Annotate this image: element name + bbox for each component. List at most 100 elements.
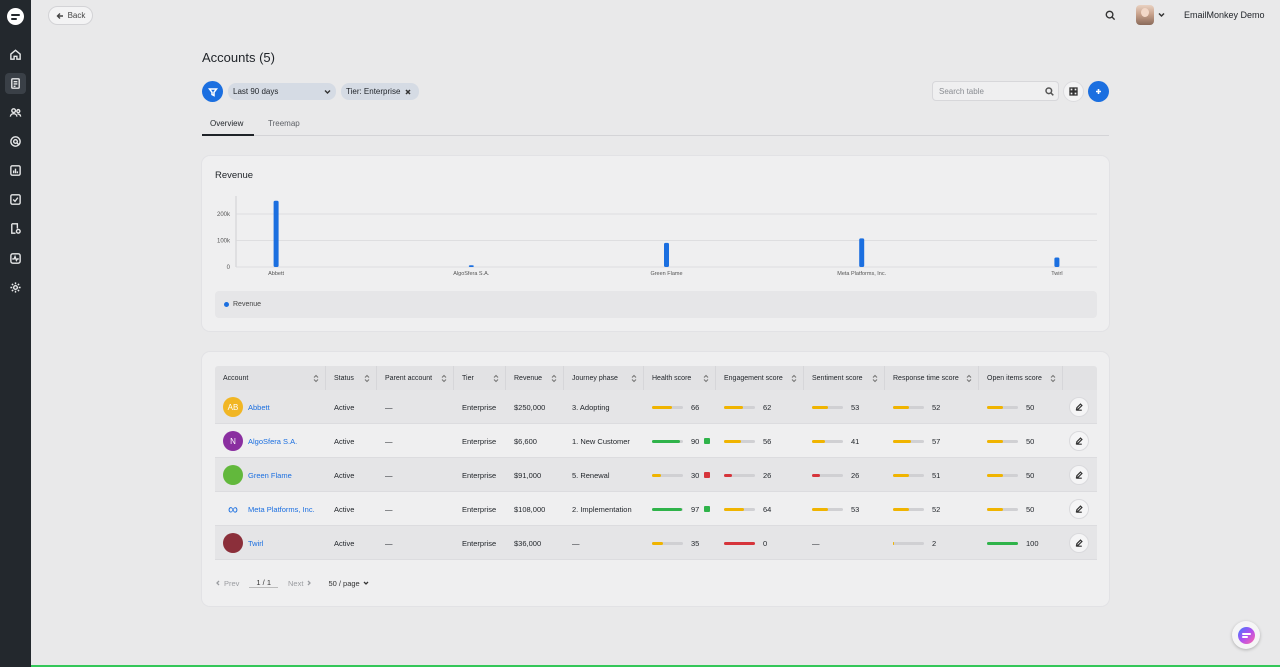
score-bar [987, 541, 1018, 545]
chevron-down-icon [324, 90, 331, 94]
x-tick-label: Abbett [268, 271, 284, 277]
edit-button[interactable] [1069, 533, 1089, 553]
tab-treemap[interactable]: Treemap [268, 119, 300, 128]
home-icon[interactable] [5, 44, 26, 65]
bar-green-flame[interactable] [664, 242, 669, 267]
accounts-icon[interactable] [5, 73, 26, 94]
score-bar [652, 473, 683, 477]
assistant-button[interactable] [1232, 621, 1260, 649]
tier-cell: Enterprise [462, 402, 497, 412]
check-icon[interactable] [5, 189, 26, 210]
column-header-status[interactable]: Status [326, 366, 377, 390]
chevron-down-icon[interactable] [1158, 11, 1165, 18]
chart-legend[interactable]: Revenue [215, 291, 1097, 318]
x-tick-label: Meta Platforms, Inc. [837, 271, 886, 277]
column-header-health-score[interactable]: Health score [644, 366, 716, 390]
parent-cell: — [385, 402, 393, 412]
column-header-parent-account[interactable]: Parent account [377, 366, 454, 390]
sort-icon[interactable] [364, 374, 370, 383]
prev-page-button[interactable]: Prev [224, 578, 240, 588]
status-line [31, 665, 1280, 667]
sort-icon[interactable] [791, 374, 797, 383]
add-account-button[interactable] [1088, 81, 1109, 102]
column-header-journey-phase[interactable]: Journey phase [564, 366, 644, 390]
table-row[interactable]: AB Abbett Active — Enterprise $250,000 3. Adop… [215, 390, 1097, 424]
page-indicator[interactable]: 1 / 1 [249, 578, 279, 588]
search-input[interactable] [932, 81, 1059, 101]
score-bar-fill [893, 439, 911, 443]
account-link[interactable]: AlgoSfera S.A. [248, 436, 298, 446]
table-row[interactable]: Twirl Active — Enterprise $36,000 — 35 0 — 2 100 [215, 526, 1097, 560]
sort-icon[interactable] [313, 374, 319, 383]
sort-icon[interactable] [493, 374, 499, 383]
app-logo[interactable] [7, 8, 24, 25]
column-header-tier[interactable]: Tier [454, 366, 506, 390]
table-row[interactable]: N AlgoSfera S.A. Active — Enterprise $6,600 1.… [215, 424, 1097, 458]
column-header-open-items-score[interactable]: Open items score [979, 366, 1063, 390]
score-value: 57 [932, 436, 941, 446]
org-name[interactable]: EmailMonkey Demo [1184, 10, 1265, 20]
score-bar [652, 405, 683, 409]
edit-button[interactable] [1069, 499, 1089, 519]
bar-abbett[interactable] [273, 200, 279, 267]
column-header-revenue[interactable]: Revenue [506, 366, 564, 390]
tab-overview[interactable]: Overview [210, 119, 244, 128]
filter-chip-tier[interactable]: Tier: Enterprise [341, 83, 419, 100]
page-size-select[interactable]: 50 / page [328, 579, 369, 588]
account-link[interactable]: Abbett [248, 402, 270, 412]
global-search-icon[interactable] [1105, 10, 1117, 22]
date-range-select[interactable]: Last 90 days [228, 83, 336, 100]
legend-label: Revenue [233, 301, 262, 308]
score-value: 41 [851, 436, 860, 446]
settings-doc-icon[interactable] [5, 218, 26, 239]
column-header-sentiment-score[interactable]: Sentiment score [804, 366, 885, 390]
tier-cell: Enterprise [462, 470, 497, 480]
score-value: 62 [763, 402, 772, 412]
score-bar-fill [987, 541, 1018, 545]
account-link[interactable]: Twirl [248, 538, 264, 548]
column-header-account[interactable]: Account [215, 366, 326, 390]
account-link[interactable]: Meta Platforms, Inc. [248, 504, 315, 514]
bar-meta-platforms-inc-[interactable] [859, 238, 865, 267]
score-bar-fill [724, 405, 744, 409]
health-score-cell: 35 [644, 526, 699, 560]
sort-icon[interactable] [966, 374, 972, 383]
response-score-cell: 52 [885, 492, 940, 526]
avatar[interactable] [1136, 5, 1154, 25]
parent-cell: — [385, 436, 393, 446]
grid-view-button[interactable] [1063, 81, 1084, 102]
sort-icon[interactable] [1050, 374, 1056, 383]
table-row[interactable]: Green Flame Active — Enterprise $91,000 5. Re… [215, 458, 1097, 492]
column-header-engagement-score[interactable]: Engagement score [716, 366, 804, 390]
sort-icon[interactable] [631, 374, 637, 383]
score-value: 51 [932, 470, 941, 480]
score-bar-fill [724, 439, 742, 443]
table-row[interactable]: ∞ Meta Platforms, Inc. Active — Enterprise $1… [215, 492, 1097, 526]
sort-icon[interactable] [551, 374, 557, 383]
edit-button[interactable] [1069, 397, 1089, 417]
filter-chip-label: Tier: Enterprise [346, 87, 401, 96]
pencil-icon [1075, 437, 1083, 445]
account-logo: N [223, 431, 243, 451]
close-icon[interactable] [405, 88, 411, 95]
column-header-response-time-score[interactable]: Response time score [885, 366, 979, 390]
activity-icon[interactable] [5, 248, 26, 269]
search-doc-icon[interactable] [5, 131, 26, 152]
bar-algosfera-s-a-[interactable] [468, 265, 474, 267]
health-score-cell: 97 [644, 492, 711, 526]
sort-icon[interactable] [441, 374, 447, 383]
score-value: 56 [763, 436, 772, 446]
chart-icon[interactable] [5, 160, 26, 181]
bar-twirl[interactable] [1054, 257, 1060, 267]
edit-button[interactable] [1069, 431, 1089, 451]
sort-icon[interactable] [872, 374, 878, 383]
sort-icon[interactable] [703, 374, 709, 383]
account-link[interactable]: Green Flame [248, 470, 292, 480]
edit-button[interactable] [1069, 465, 1089, 485]
next-page-button[interactable]: Next [288, 578, 304, 588]
users-icon[interactable] [5, 102, 26, 123]
gear-icon[interactable] [5, 277, 26, 298]
score-bar-fill [812, 507, 829, 511]
back-button[interactable]: Back [48, 6, 93, 25]
filter-button[interactable] [202, 81, 223, 102]
